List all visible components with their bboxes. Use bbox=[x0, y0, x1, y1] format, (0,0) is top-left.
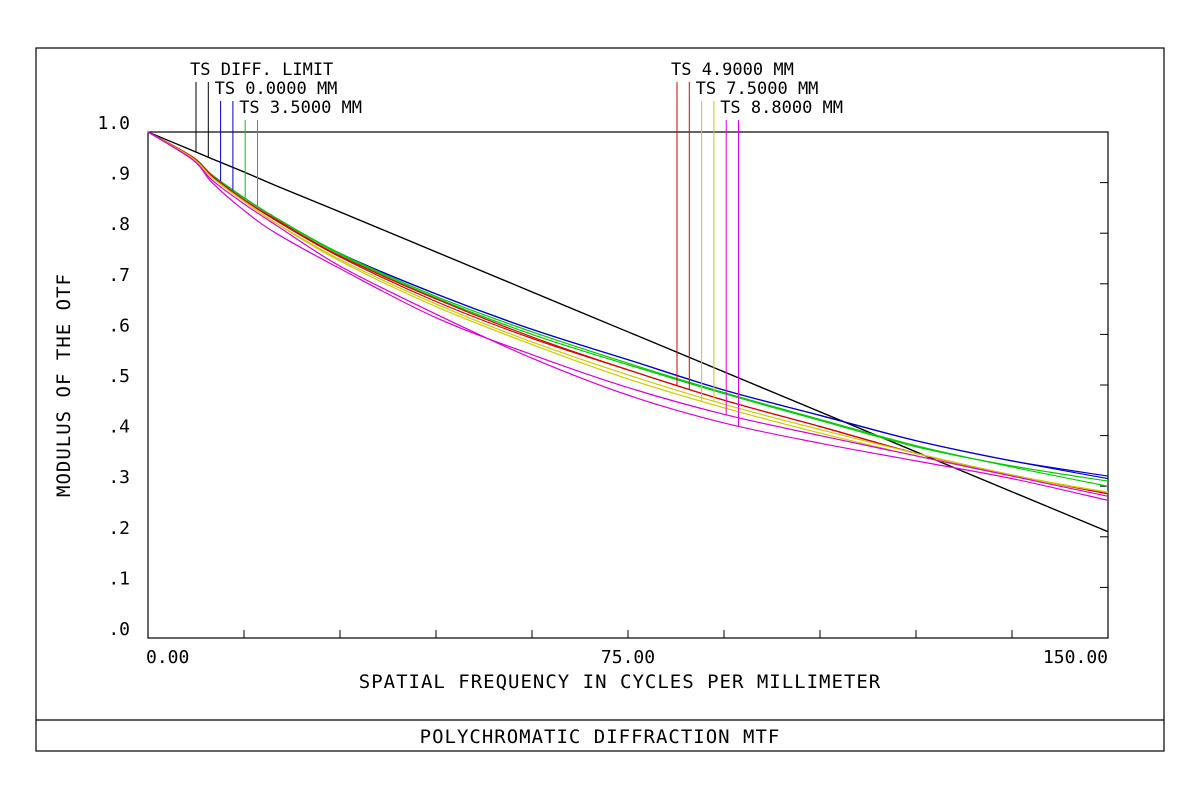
legend-label: TS 4.9000 MM bbox=[671, 60, 794, 80]
footer-title: POLYCHROMATIC DIFFRACTION MTF bbox=[420, 726, 781, 748]
y-tick-label: .5 bbox=[108, 366, 130, 387]
y-axis: 1.0 .9 .8 .7 .6 .5 .4 .3 .2 .1 .0 bbox=[97, 113, 1108, 640]
x-axis-label: SPATIAL FREQUENCY IN CYCLES PER MILLIMET… bbox=[359, 671, 881, 693]
series-line bbox=[148, 132, 1108, 494]
series-line bbox=[148, 132, 1108, 492]
series-line bbox=[148, 132, 1108, 481]
y-tick-label: .4 bbox=[108, 417, 130, 438]
y-tick-label: .3 bbox=[108, 467, 130, 488]
y-tick-label: 1.0 bbox=[97, 113, 130, 134]
series-lines bbox=[148, 132, 1108, 532]
x-tick-label: 150.00 bbox=[1043, 647, 1108, 668]
series-line bbox=[148, 132, 1108, 532]
series-line bbox=[148, 132, 1108, 476]
y-tick-label: .9 bbox=[108, 164, 130, 185]
x-axis: 0.00 75.00 150.00 bbox=[146, 630, 1108, 668]
y-tick-label: .2 bbox=[108, 518, 130, 539]
legend-label: TS 0.0000 MM bbox=[215, 79, 338, 99]
y-tick-label: .1 bbox=[108, 568, 130, 589]
legend-label: TS 3.5000 MM bbox=[239, 98, 362, 118]
legend-label: TS 7.5000 MM bbox=[696, 79, 819, 99]
x-tick-label: 0.00 bbox=[146, 647, 189, 668]
series-line bbox=[148, 132, 1108, 479]
y-axis-label: MODULUS OF THE OTF bbox=[53, 273, 75, 497]
legend-label: TS DIFF. LIMIT bbox=[190, 60, 333, 80]
y-tick-label: .8 bbox=[108, 214, 130, 235]
legend-label: TS 8.8000 MM bbox=[720, 98, 843, 118]
y-tick-label: .0 bbox=[108, 619, 130, 640]
series-line bbox=[148, 132, 1108, 486]
outer-border bbox=[36, 48, 1164, 751]
y-tick-label: .7 bbox=[108, 265, 130, 286]
x-tick-label: 75.00 bbox=[601, 647, 655, 668]
y-tick-label: .6 bbox=[108, 315, 130, 336]
plot-area bbox=[148, 132, 1108, 638]
series-line bbox=[148, 132, 1108, 496]
series-line bbox=[148, 132, 1108, 494]
series-line bbox=[148, 132, 1108, 500]
series-line bbox=[148, 132, 1108, 492]
